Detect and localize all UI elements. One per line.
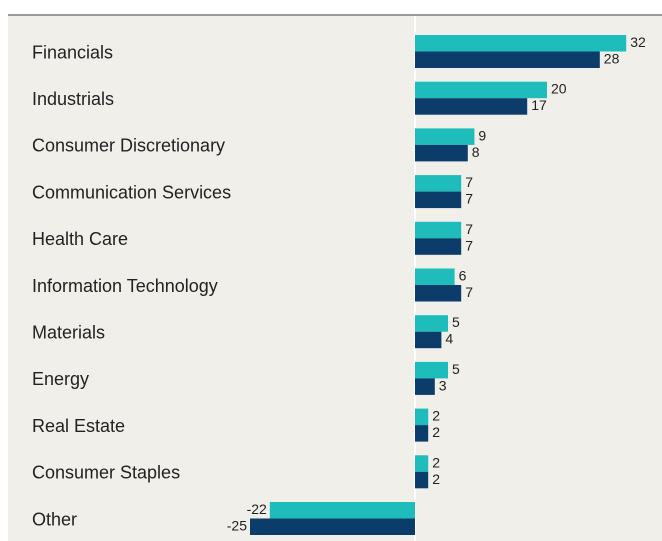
bar xyxy=(415,361,448,379)
bar xyxy=(415,378,435,395)
bar xyxy=(415,285,462,302)
bar xyxy=(415,98,528,115)
bar xyxy=(415,315,448,332)
chart-background xyxy=(8,15,662,541)
bar xyxy=(415,425,429,442)
category-label: Consumer Discretionary xyxy=(32,136,225,156)
bar xyxy=(415,81,547,99)
category-label: Industrials xyxy=(32,89,114,109)
value-label: 2 xyxy=(432,424,440,440)
bar xyxy=(415,191,462,209)
value-label: 32 xyxy=(630,34,646,50)
value-label: 7 xyxy=(465,284,473,300)
value-label: 6 xyxy=(459,267,467,283)
category-label: Financials xyxy=(32,42,113,62)
value-label: 7 xyxy=(465,237,473,253)
value-label: 17 xyxy=(531,97,547,113)
value-label: 9 xyxy=(478,127,486,143)
bar xyxy=(415,471,429,489)
bar xyxy=(415,268,455,285)
value-label: -22 xyxy=(247,501,267,517)
value-label: 7 xyxy=(465,221,473,237)
value-label: 8 xyxy=(472,144,480,160)
bar xyxy=(415,128,475,145)
value-label: 4 xyxy=(445,331,453,347)
category-label: Information Technology xyxy=(32,276,218,296)
bar xyxy=(415,35,627,52)
value-label: 7 xyxy=(465,191,473,207)
bar xyxy=(250,518,415,535)
category-label: Materials xyxy=(32,322,105,342)
value-label: 5 xyxy=(452,314,460,330)
value-label: 2 xyxy=(432,471,440,487)
bar xyxy=(415,144,468,162)
bar xyxy=(415,408,429,426)
bar xyxy=(415,175,462,192)
bar xyxy=(415,455,429,472)
category-label: Real Estate xyxy=(32,416,125,436)
category-label: Health Care xyxy=(32,229,128,249)
value-label: -25 xyxy=(227,517,247,533)
bar xyxy=(269,502,415,519)
bar xyxy=(415,331,442,349)
value-label: 20 xyxy=(551,81,567,97)
bar xyxy=(415,51,600,68)
value-label: 7 xyxy=(465,174,473,190)
value-label: 2 xyxy=(432,454,440,470)
value-label: 5 xyxy=(452,361,460,377)
category-label: Energy xyxy=(32,369,89,389)
value-label: 3 xyxy=(439,377,447,393)
category-label: Communication Services xyxy=(32,182,231,202)
bar xyxy=(415,221,462,239)
bar xyxy=(415,238,462,255)
value-label: 2 xyxy=(432,408,440,424)
category-label: Other xyxy=(32,509,77,529)
category-label: Consumer Staples xyxy=(32,463,180,483)
value-label: 28 xyxy=(604,50,620,66)
